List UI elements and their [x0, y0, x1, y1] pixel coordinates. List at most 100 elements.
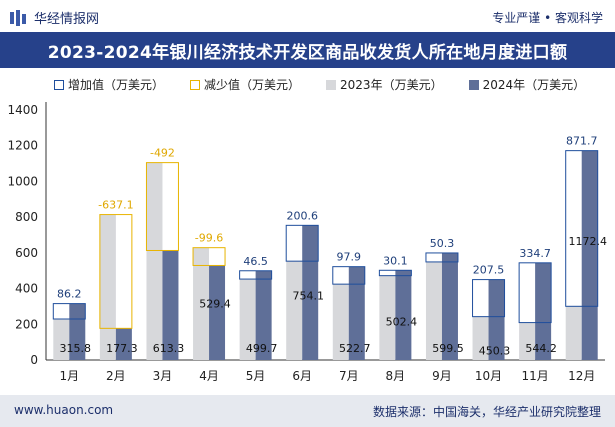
title-bar: 2023-2024年银川经济技术开发区商品收发货人所在地月度进口额: [0, 32, 615, 68]
bar-increase: [425, 252, 459, 263]
bar-increase: [472, 279, 506, 318]
bar-increase: [332, 266, 366, 285]
bar-2024: [395, 270, 412, 360]
value-label-2024: 499.7: [246, 342, 278, 355]
legend-item-increase: 增加值（万美元）: [54, 76, 164, 93]
y-tick-label: 800: [15, 210, 38, 224]
brand-name: 华经情报网: [34, 12, 100, 27]
x-tick-label: 3月: [153, 369, 173, 383]
bar-2023: [565, 306, 582, 360]
footer-source: 数据来源：中国海关，华经产业研究院整理: [372, 405, 601, 419]
brand[interactable]: 华经情报网: [10, 8, 99, 27]
bar-2024: [209, 265, 226, 360]
bar-increase: [378, 269, 412, 277]
x-tick-label: 12月: [568, 369, 595, 383]
value-label-2024: 315.8: [60, 342, 92, 355]
bar-2024: [115, 328, 132, 360]
x-tick-label: 5月: [246, 369, 266, 383]
value-label-2024: 177.3: [106, 342, 138, 355]
bar-increase: [285, 224, 319, 262]
y-tick-label: 1400: [7, 103, 38, 117]
y-tick-label: 1200: [7, 139, 38, 153]
legend-swatch-2023: [326, 79, 337, 90]
bar-2024: [162, 250, 179, 360]
y-tick-label: 600: [15, 246, 38, 260]
change-label: 50.3: [430, 237, 455, 250]
bar-2024: [69, 303, 86, 360]
footer-website[interactable]: www.huaon.com: [14, 403, 114, 417]
bar-2024: [581, 150, 598, 360]
bar-2023: [239, 279, 256, 360]
bar-2023: [332, 284, 349, 360]
header-bar: 华经情报网 专业严谨 • 客观科学: [0, 0, 615, 32]
change-label: 200.6: [286, 209, 318, 222]
bar-decrease: [145, 162, 179, 251]
value-label-2024: 502.4: [386, 315, 418, 328]
y-tick-label: 200: [15, 317, 38, 331]
x-tick-label: 8月: [386, 369, 406, 383]
change-label: 97.9: [337, 251, 362, 264]
legend-label-increase: 增加值（万美元）: [68, 78, 165, 92]
x-tick-label: 11月: [521, 369, 548, 383]
change-label: 207.5: [473, 264, 505, 277]
bar-2023: [53, 319, 70, 360]
x-tick-label: 10月: [475, 369, 502, 383]
bar-increase: [52, 303, 86, 320]
legend-label-decrease: 减少值（万美元）: [204, 78, 301, 92]
change-label: -492: [150, 147, 175, 160]
value-label-2024: 599.5: [432, 342, 464, 355]
value-label-2024: 544.2: [525, 342, 557, 355]
bar-2024: [441, 252, 458, 360]
change-label: -99.6: [195, 232, 223, 245]
bar-2023: [472, 316, 489, 360]
bar-2024: [348, 266, 365, 360]
bar-2024: [302, 225, 319, 360]
legend-swatch-2024: [468, 79, 479, 90]
value-label-2024: 522.7: [339, 342, 371, 355]
chart-title: 2023-2024年银川经济技术开发区商品收发货人所在地月度进口额: [47, 42, 568, 63]
bar-decrease: [99, 214, 133, 329]
bar-2023: [425, 261, 442, 360]
footer: www.huaon.com 数据来源：中国海关，华经产业研究院整理: [0, 395, 615, 427]
bar-2023: [519, 322, 536, 360]
legend-item-2023: 2023年（万美元）: [326, 76, 443, 93]
bar-2024: [255, 270, 272, 360]
x-tick-label: 4月: [199, 369, 219, 383]
bar-2024: [535, 262, 552, 360]
y-tick-label: 0: [30, 353, 38, 367]
x-tick-label: 2月: [106, 369, 126, 383]
change-label: -637.1: [98, 199, 133, 212]
x-tick-label: 6月: [292, 369, 312, 383]
legend: 增加值（万美元） 减少值（万美元） 2023年（万美元） 2024年（万美元）: [54, 76, 611, 93]
bar-2024: [488, 279, 505, 360]
change-label: 871.7: [566, 135, 598, 148]
legend-swatch-decrease: [190, 79, 201, 90]
x-tick-label: 1月: [59, 369, 79, 383]
bar-2023: [379, 275, 396, 360]
value-label-2024: 1172.4: [568, 235, 607, 248]
change-label: 30.1: [383, 254, 408, 267]
chart-area: 0 200 400 600 800 1000 1200 1400 86.2 315.8 1月 -637…: [7, 102, 607, 383]
bar-2023: [146, 162, 163, 360]
bar-increase: [565, 150, 599, 307]
value-label-2024: 754.1: [292, 289, 324, 302]
bar-2023: [99, 214, 116, 360]
legend-label-2023: 2023年（万美元）: [340, 78, 443, 92]
legend-item-decrease: 减少值（万美元）: [190, 76, 300, 93]
y-tick-label: 1000: [7, 174, 38, 188]
y-tick-label: 400: [15, 282, 38, 296]
bar-2023: [193, 247, 210, 360]
value-label-2024: 613.3: [153, 342, 185, 355]
x-tick-label: 7月: [339, 369, 359, 383]
value-label-2024: 450.3: [479, 345, 511, 358]
legend-label-2024: 2024年（万美元）: [482, 78, 586, 92]
x-tick-label: 9月: [432, 369, 452, 383]
legend-swatch-increase: [54, 79, 64, 90]
change-label: 46.5: [243, 255, 268, 268]
brand-logo-icon: [10, 9, 26, 26]
bar-increase: [239, 270, 273, 280]
value-label-2024: 529.4: [199, 297, 231, 310]
change-label: 334.7: [519, 247, 551, 260]
legend-item-2024: 2024年（万美元）: [468, 76, 586, 93]
bar-decrease: [192, 247, 226, 266]
